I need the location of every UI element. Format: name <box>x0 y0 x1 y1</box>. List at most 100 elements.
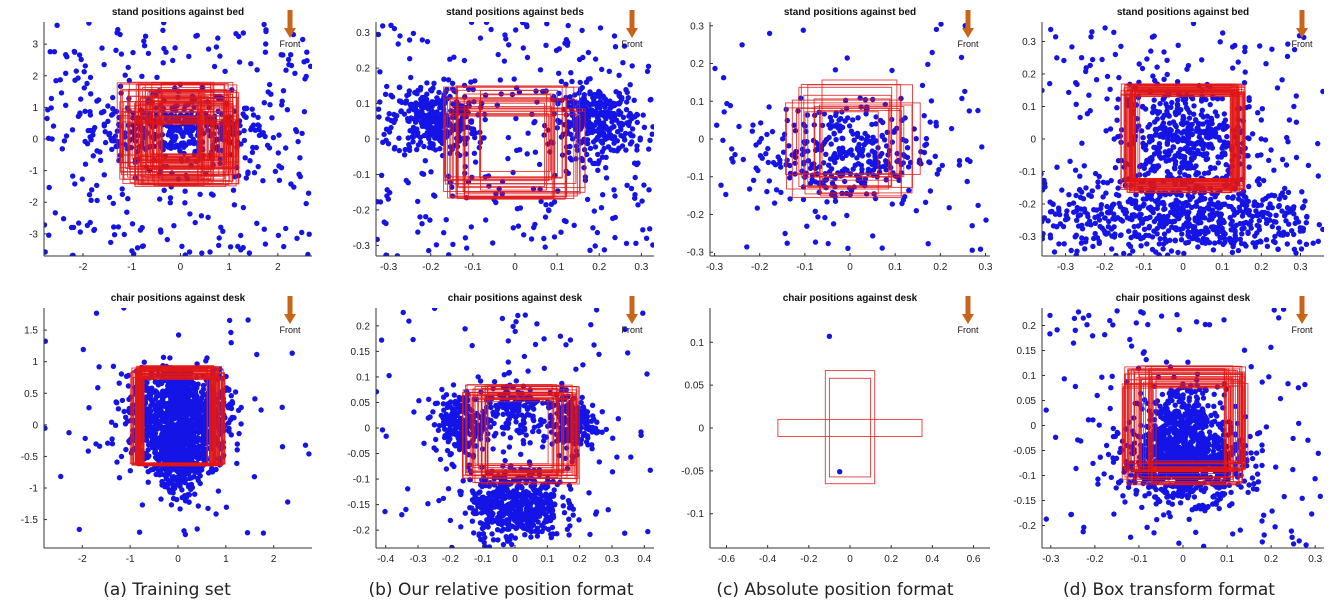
data-point <box>1203 96 1209 103</box>
data-point <box>226 317 233 324</box>
data-point <box>1220 126 1227 132</box>
data-point <box>601 95 607 101</box>
data-point <box>276 177 283 183</box>
data-point <box>1252 244 1259 250</box>
data-point <box>294 235 300 241</box>
data-point <box>1251 199 1258 205</box>
data-point <box>139 243 146 250</box>
data-point <box>620 60 626 66</box>
data-point <box>844 190 850 197</box>
data-point <box>906 187 912 194</box>
data-point <box>1052 34 1059 40</box>
data-point <box>605 112 612 118</box>
data-point <box>918 161 924 167</box>
data-point <box>113 399 119 405</box>
data-point <box>186 139 192 145</box>
data-point <box>76 526 83 533</box>
data-point <box>513 115 519 122</box>
x-tick-label: -0.2 <box>422 262 440 273</box>
data-point <box>285 56 292 63</box>
bounding-box <box>1130 91 1246 180</box>
data-point <box>1139 218 1145 225</box>
data-point <box>1199 239 1205 246</box>
data-point <box>1269 223 1276 230</box>
data-point <box>125 196 131 202</box>
data-point <box>82 435 88 442</box>
bounding-box <box>149 103 234 170</box>
data-point <box>545 207 552 213</box>
data-point <box>1121 250 1127 256</box>
data-point <box>956 162 963 168</box>
x-tick-label: 0.1 <box>1215 262 1229 273</box>
data-point <box>280 88 287 94</box>
data-point <box>616 92 622 99</box>
data-point <box>189 422 196 428</box>
data-point <box>430 141 436 147</box>
data-point <box>846 123 853 129</box>
data-point <box>1206 144 1212 150</box>
data-point <box>1237 236 1244 242</box>
data-point <box>160 450 167 456</box>
data-point <box>1178 107 1184 113</box>
data-point <box>1092 230 1098 237</box>
data-point <box>1120 207 1127 214</box>
bounding-box <box>443 115 550 182</box>
data-point <box>1066 89 1072 96</box>
data-point <box>857 95 863 101</box>
data-point <box>1013 200 1018 205</box>
data-point <box>1279 208 1285 214</box>
data-point <box>807 165 814 171</box>
data-point <box>127 468 133 474</box>
data-point <box>869 148 875 154</box>
data-point <box>1195 244 1201 250</box>
data-point <box>646 146 652 152</box>
data-point <box>1051 249 1058 255</box>
data-point <box>721 109 727 115</box>
data-point <box>585 49 592 56</box>
data-point <box>1194 170 1200 176</box>
data-point <box>101 61 107 68</box>
data-point <box>969 247 975 253</box>
data-point <box>415 142 422 148</box>
data-point <box>249 106 255 112</box>
data-point <box>1060 223 1067 230</box>
data-point <box>1229 195 1236 201</box>
data-point <box>189 407 195 414</box>
data-point <box>612 214 618 221</box>
data-point <box>205 214 211 220</box>
data-point <box>161 22 167 26</box>
data-point <box>532 221 538 228</box>
data-point <box>167 131 173 138</box>
data-point <box>184 128 190 134</box>
data-point <box>1067 158 1073 164</box>
data-point <box>815 214 821 220</box>
data-point <box>1218 202 1225 208</box>
data-point <box>1098 205 1104 212</box>
data-point <box>1320 88 1324 95</box>
data-point <box>1220 241 1226 248</box>
data-point <box>62 70 69 77</box>
data-point <box>532 118 538 125</box>
data-point <box>1042 184 1048 190</box>
data-point <box>110 200 117 207</box>
data-point <box>121 231 128 238</box>
data-point <box>161 403 168 409</box>
data-point <box>86 405 92 411</box>
data-point <box>634 119 640 126</box>
data-point <box>650 242 654 248</box>
data-point <box>87 112 94 118</box>
data-point <box>58 90 65 96</box>
data-point <box>121 408 127 415</box>
data-point <box>198 213 205 219</box>
data-point <box>964 178 970 185</box>
data-point <box>376 199 380 205</box>
data-point <box>1139 104 1146 110</box>
data-point <box>1068 247 1074 254</box>
data-point <box>62 52 69 58</box>
data-point <box>88 91 94 97</box>
data-point <box>837 151 843 158</box>
data-point <box>376 31 382 38</box>
chart-title: stand positions against bed <box>1117 7 1249 18</box>
data-point <box>262 49 269 55</box>
data-point <box>118 371 125 377</box>
